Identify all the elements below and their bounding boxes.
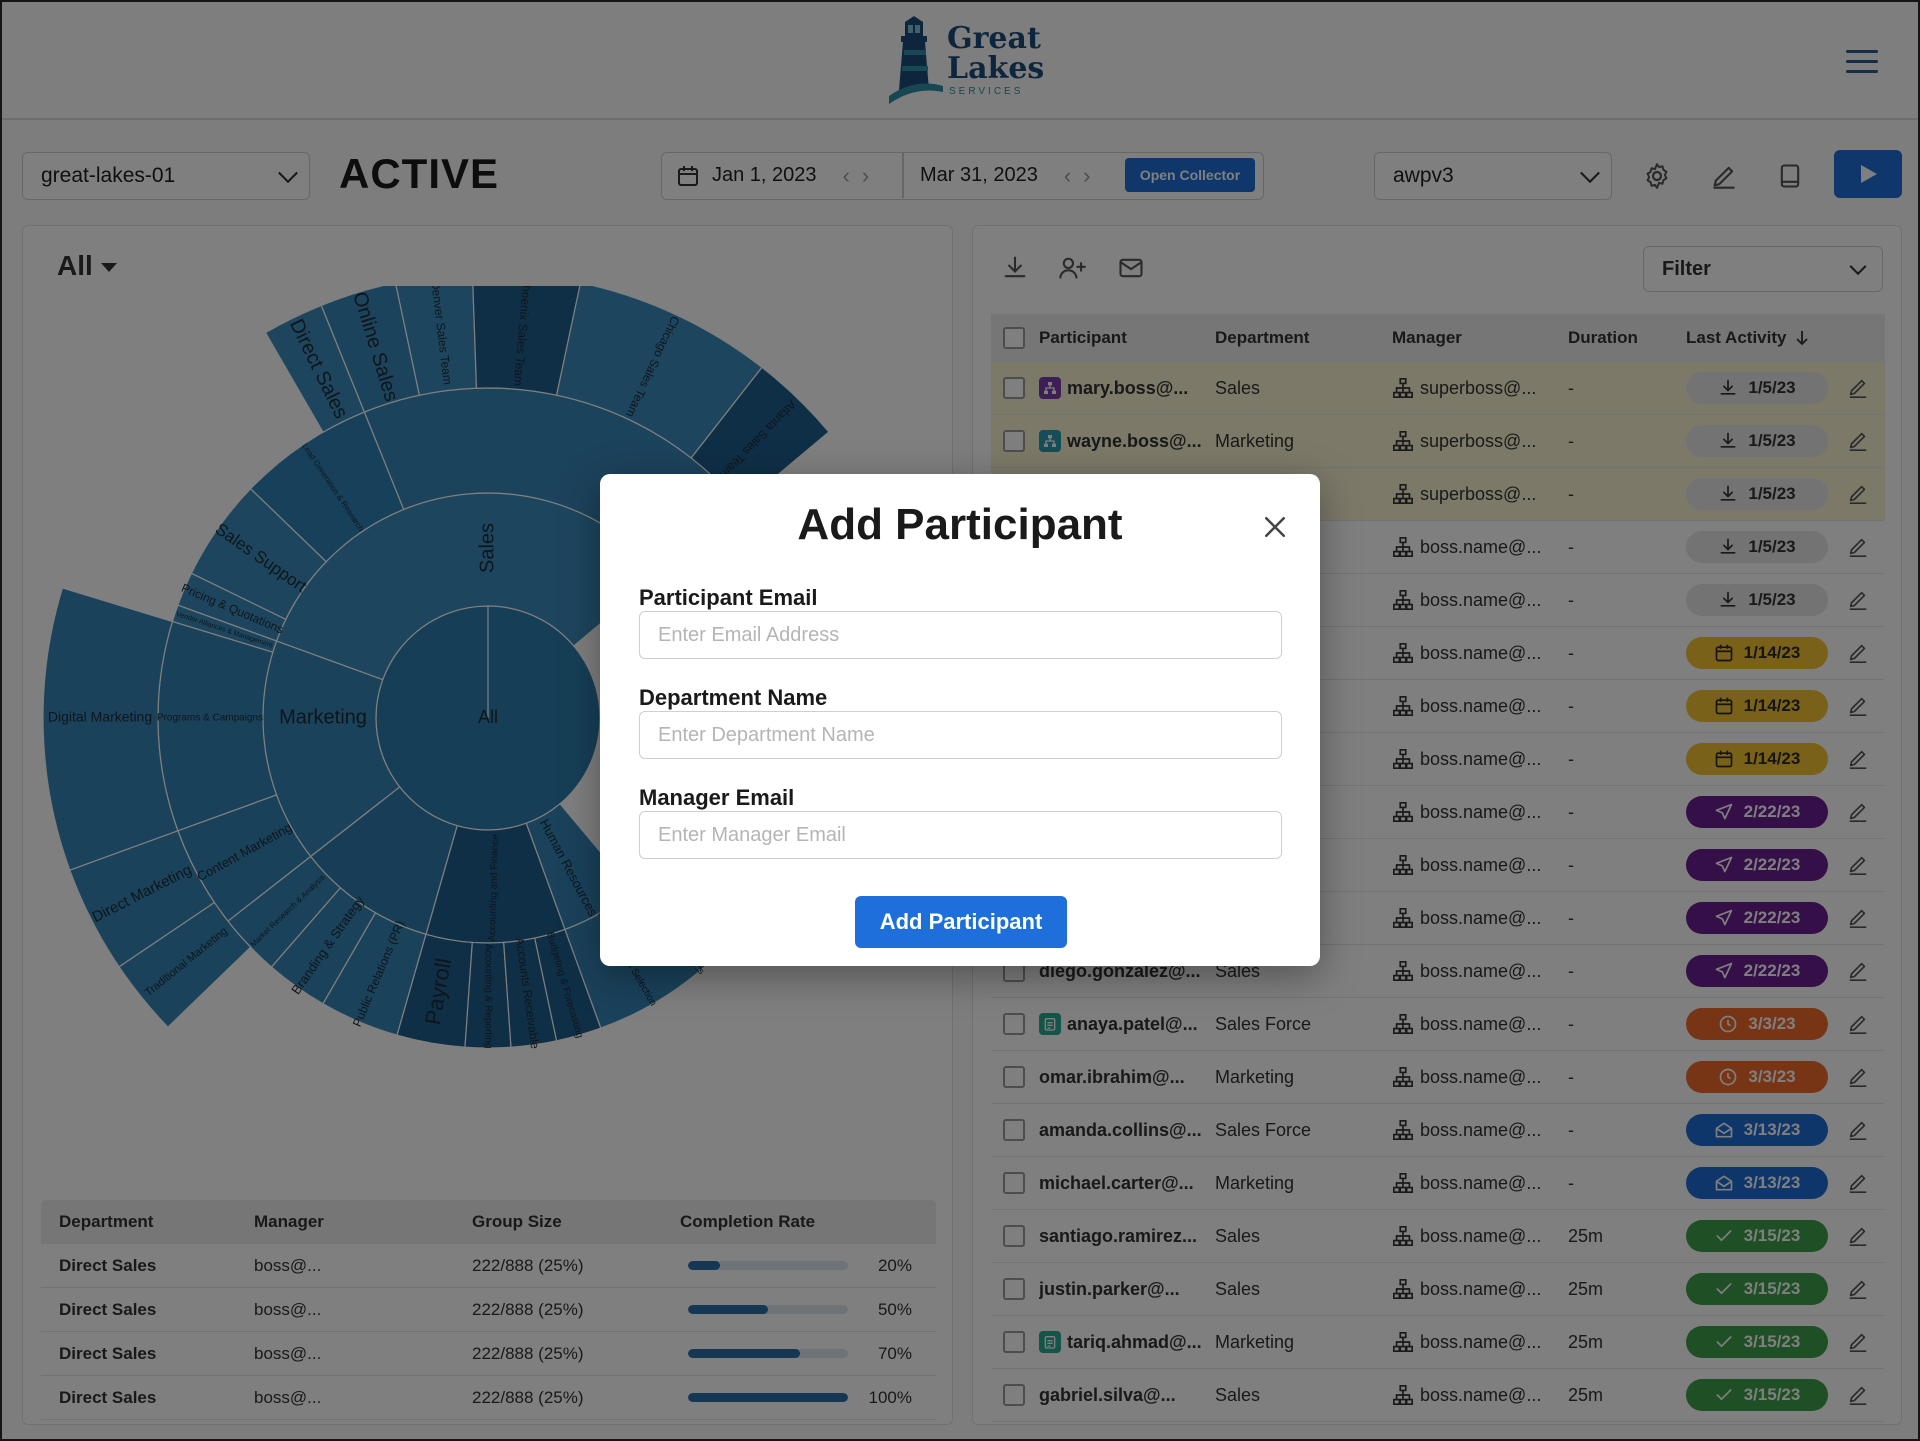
manager-email-input[interactable] [639, 811, 1282, 859]
manager-email-label: Manager Email [639, 785, 795, 810]
close-icon[interactable] [1260, 512, 1290, 542]
add-participant-submit-button[interactable]: Add Participant [855, 896, 1067, 948]
participant-email-label: Participant Email [639, 585, 818, 610]
add-participant-dialog: Add Participant Participant Email Depart… [600, 474, 1320, 966]
department-name-label: Department Name [639, 685, 828, 710]
dialog-title: Add Participant [797, 500, 1123, 549]
participant-email-input[interactable] [639, 611, 1282, 659]
department-name-input[interactable] [639, 711, 1282, 759]
